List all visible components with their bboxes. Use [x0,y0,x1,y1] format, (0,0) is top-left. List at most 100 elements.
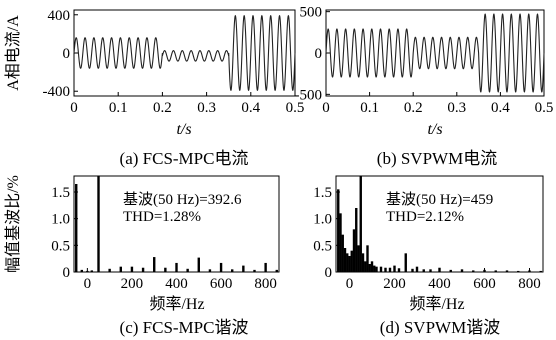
harmonic-bar [375,266,378,272]
y-tick-label: 0 [325,265,333,281]
x-tick-label: 800 [518,276,541,292]
caption: (a) FCS-MPC电流 [120,149,249,168]
harmonic-bar [357,245,360,272]
harmonic-bar [373,265,376,272]
harmonic-bar [411,268,414,272]
harmonic-bar [186,268,189,272]
harmonic-bar [429,269,432,272]
x-tick-label: 0.4 [241,100,260,116]
x-axis-label: t/s [427,121,442,138]
harmonic-bar [370,261,374,272]
harmonic-bar [359,176,362,272]
x-tick-label: 0.2 [404,100,423,116]
x-ticks: 0 200 400 600 800 [84,268,277,292]
harmonic-bar [449,269,452,272]
y-tick-label: 0 [63,265,71,281]
harmonic-bar [130,266,134,272]
x-tick-label: 600 [210,276,233,292]
harmonic-bar [175,262,178,272]
x-tick-label: 0.4 [491,100,510,116]
harmonic-bar [348,256,351,272]
y-tick-label: 1.0 [313,212,332,228]
x-tick-label: 0.5 [286,100,305,116]
x-tick-label: 200 [121,276,144,292]
y-tick-label: 0.5 [313,238,332,254]
y-tick-label: -400 [43,84,71,100]
harmonic-bar [352,229,356,272]
y-axis-label: A相电流/A [4,15,22,91]
panel-d-harmonics-svpwm: 0 200 400 600 800 0 0.5 1.0 1.5 基波(50 Hz)=459 T… [313,175,544,337]
y-ticks: 0 0.5 1.0 1.5 [51,185,78,281]
harmonic-bar [494,270,497,272]
harmonic-bar [119,266,122,272]
harmonic-bar [242,265,245,272]
x-ticks: 0 0.1 0.2 0.3 0.4 0.5 [322,92,553,116]
harmonic-bar [393,265,396,272]
y-tick-label: 500 [300,5,323,21]
x-axis-label: 频率/Hz [149,295,204,313]
y-axis-label: 幅值基波比/% [4,175,22,273]
waveform [325,13,545,93]
harmonic-bar [438,267,441,272]
harmonic-bars [337,176,542,272]
harmonic-bar [415,266,419,272]
x-tick-label: 0.5 [535,100,554,116]
annotation-fundamental: 基波(50 Hz)=392.6 [123,191,242,208]
harmonic-bar [97,176,100,272]
x-tick-label: 0.3 [447,100,466,116]
harmonic-bar [346,253,349,272]
harmonic-bar [379,266,383,272]
waveform-segment [478,13,545,93]
x-ticks: 0 0.1 0.2 0.3 0.4 0.5 [70,92,304,116]
harmonic-bar [197,257,200,272]
x-tick-label: 0.1 [109,100,128,116]
waveform-segment [161,50,230,62]
waveform [73,14,296,92]
harmonic-bar [208,269,212,272]
harmonic-bar [343,248,347,272]
annotation-fundamental: 基波(50 Hz)=459 [386,191,493,208]
harmonic-bar [368,264,371,272]
y-tick-label: 400 [48,8,71,24]
harmonic-bar [505,270,509,272]
harmonic-bar [253,269,256,272]
harmonic-bar [231,269,234,272]
waveform-segment [325,28,414,78]
harmonic-bar [384,267,387,272]
annotation-thd: THD=2.12% [386,209,464,225]
x-tick-label: 200 [383,276,406,292]
caption: (d) SVPWM谐波 [380,318,500,337]
harmonic-bar [86,270,89,272]
harmonic-bar [264,262,267,272]
x-axis-label: 频率/Hz [409,295,464,313]
harmonic-bar [164,267,167,272]
harmonic-bar [337,189,340,272]
waveform-segment [412,36,480,70]
harmonic-bar [483,269,486,272]
y-tick-label: 0 [63,46,71,62]
x-tick-label: 0 [70,100,78,116]
y-ticks: -500 0 500 [295,5,330,103]
harmonic-bar [355,208,358,272]
waveform-segment [73,37,163,69]
harmonic-bar [517,270,520,272]
panel-c-harmonics-fcs-mpc: 0 200 400 600 800 0 0.5 1.0 1.5 基波(50 Hz)=392.6… [4,175,280,337]
annotation-thd: THD=1.28% [123,209,201,225]
x-tick-label: 0.3 [197,100,216,116]
x-tick-label: 0 [84,276,92,292]
x-tick-label: 400 [428,276,451,292]
x-axis-label: t/s [176,121,191,138]
harmonic-bar [472,270,475,272]
caption: (b) SVPWM电流 [377,149,497,168]
harmonic-bar [460,269,464,272]
harmonic-bars [75,176,278,272]
harmonic-bar [361,253,365,272]
harmonic-bar [153,257,156,272]
harmonic-bar [80,269,83,272]
x-tick-label: 600 [473,276,496,292]
harmonic-bar [275,269,278,272]
harmonic-bar [350,250,353,272]
x-tick-label: 0 [322,100,330,116]
